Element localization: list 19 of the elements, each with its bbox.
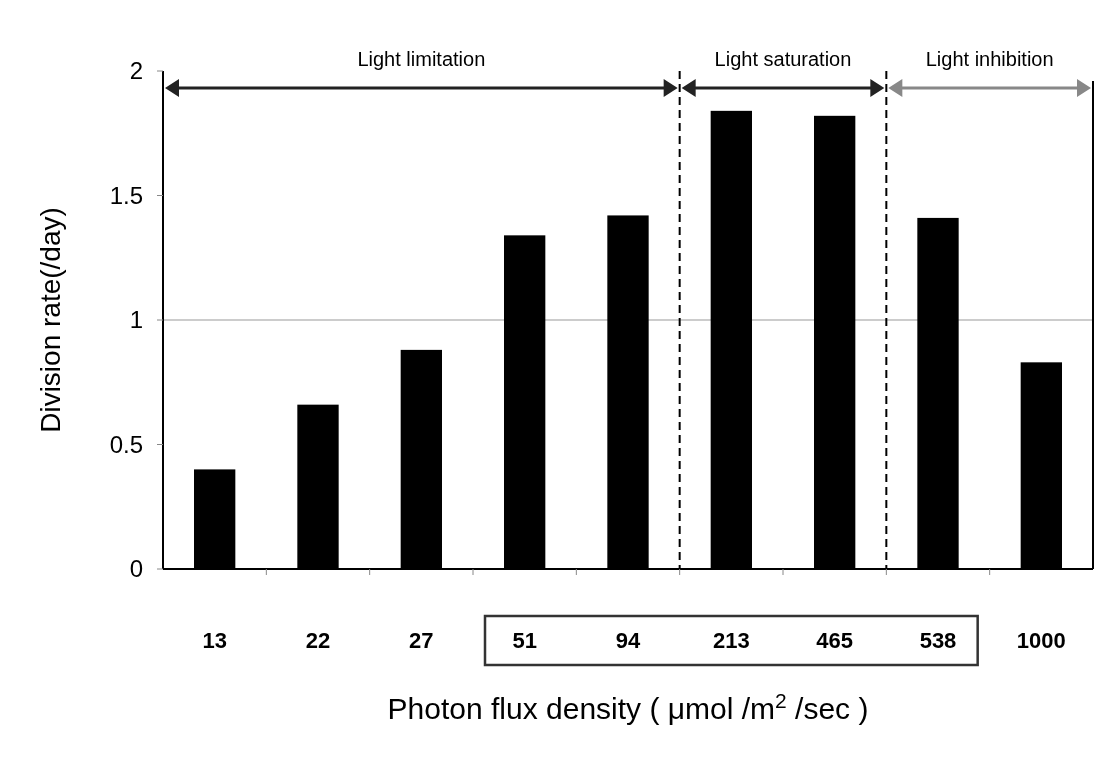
- x-tick-label: 27: [409, 627, 434, 653]
- y-tick-label: 0: [129, 555, 143, 583]
- text: Light limitation: [357, 48, 486, 70]
- text: Light inhibition: [925, 48, 1054, 70]
- x-tick-label: 94: [615, 627, 641, 653]
- x-tick-label: 213: [712, 627, 750, 653]
- y-tick-label: 0.5: [109, 430, 143, 458]
- y-tick-label: 1: [129, 306, 143, 334]
- text: Light saturation: [714, 48, 852, 70]
- x-tick-label: 22: [305, 627, 331, 653]
- x-tick-label: 1000: [1016, 627, 1066, 653]
- x-tick-label: 538: [919, 627, 957, 653]
- y-tick-label: 2: [129, 57, 143, 85]
- x-tick-label: 51: [512, 627, 537, 653]
- x-tick-label: 13: [202, 627, 227, 653]
- y-tick-label: 1.5: [109, 181, 143, 209]
- x-tick-label: 465: [816, 627, 854, 653]
- y-axis-title: Division rate(/day): [34, 207, 66, 433]
- x-axis-title: Photon flux density ( μmol /m$^{2}$ /sec ): [387, 688, 869, 725]
